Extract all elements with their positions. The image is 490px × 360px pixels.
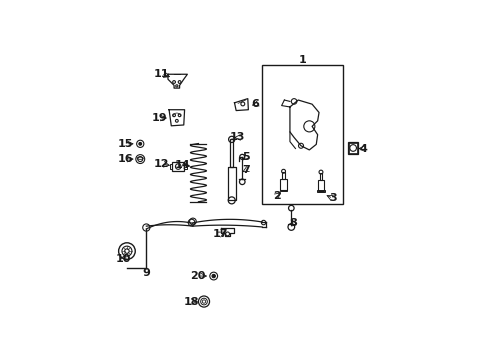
Circle shape	[139, 143, 142, 145]
Text: 7: 7	[243, 165, 250, 175]
Text: 18: 18	[184, 297, 199, 307]
Text: 8: 8	[290, 219, 297, 228]
Bar	[318, 180, 324, 191]
Text: 13: 13	[230, 132, 245, 143]
Circle shape	[212, 274, 216, 278]
Text: 15: 15	[118, 139, 133, 149]
Bar	[184, 164, 187, 170]
Bar	[282, 172, 285, 179]
Text: 19: 19	[151, 113, 167, 123]
Bar	[230, 139, 233, 167]
Text: 14: 14	[174, 160, 190, 170]
Text: 12: 12	[153, 159, 169, 169]
Text: 17: 17	[213, 229, 228, 239]
Text: 16: 16	[118, 154, 134, 164]
Text: 4: 4	[360, 144, 368, 153]
Bar	[317, 190, 325, 192]
Bar	[280, 179, 287, 190]
Text: 3: 3	[329, 193, 337, 203]
Text: 6: 6	[252, 99, 260, 109]
Text: 2: 2	[273, 191, 281, 201]
Text: 9: 9	[143, 268, 150, 278]
Bar	[172, 162, 184, 171]
Bar	[280, 190, 288, 191]
Bar	[348, 142, 358, 154]
Text: 5: 5	[243, 152, 250, 162]
Bar	[170, 164, 172, 170]
Text: 20: 20	[190, 271, 205, 281]
Bar	[262, 66, 343, 204]
Text: 11: 11	[153, 69, 169, 79]
Text: 10: 10	[116, 255, 131, 264]
Bar	[319, 173, 322, 180]
Text: 1: 1	[299, 55, 307, 65]
Bar	[228, 167, 236, 201]
